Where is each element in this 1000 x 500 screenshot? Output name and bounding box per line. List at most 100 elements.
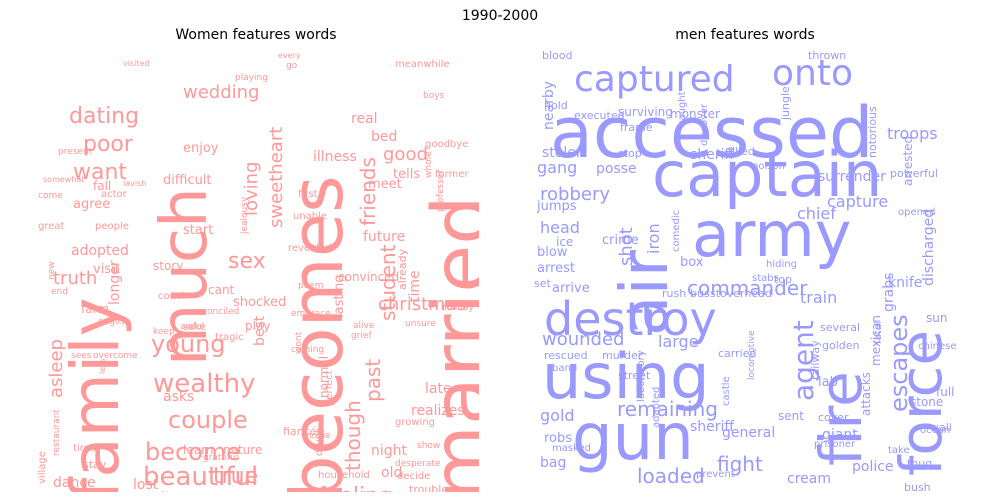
women-word-cloud: married becomes family much beautiful wealthy… <box>33 46 479 492</box>
word-comedic: comedic <box>671 209 682 252</box>
word-iron: iron <box>644 223 663 254</box>
word-lavish: lavish <box>123 179 147 188</box>
word-frame: frame <box>620 121 653 134</box>
word-band: band <box>552 363 578 374</box>
word-christmas: christmas <box>378 294 467 315</box>
word-surviving: surviving <box>618 105 673 119</box>
word-discharged: discharged <box>921 208 937 286</box>
word-railway: railway <box>809 340 822 380</box>
word-desperate: desperate <box>395 459 441 469</box>
word-knife: knife <box>888 275 923 291</box>
word-sex: sex <box>228 249 266 274</box>
word-cover: cover <box>818 411 849 424</box>
word-sweetheart: sweetheart <box>266 126 287 228</box>
word-past: past <box>361 358 385 402</box>
word-playing: playing <box>235 73 268 83</box>
word-true: true <box>213 464 259 489</box>
word-embrace: embrace <box>291 309 331 319</box>
word-agree: agree <box>73 197 111 212</box>
word-several: several <box>820 321 861 334</box>
word-sake: sake <box>183 322 206 333</box>
word-blow: blow <box>537 245 568 260</box>
word-masked: masked <box>552 443 592 454</box>
word-loaded: loaded <box>637 464 705 488</box>
word-unsure: unsure <box>405 319 436 329</box>
word-fiancée: fiancée <box>283 425 324 438</box>
women-panel-title: Women features words <box>175 27 337 43</box>
word-young: young <box>151 330 226 358</box>
word-close: close <box>153 491 189 492</box>
word-meet: meet <box>368 177 402 192</box>
word-gun: gun <box>572 401 694 475</box>
word-play: play <box>245 319 271 333</box>
word-poison: poison <box>752 161 785 172</box>
word-dating: dating <box>69 104 140 129</box>
word-stoverhead: stoverhead <box>710 287 772 300</box>
word-train: train <box>800 288 838 307</box>
word-crime: crime <box>602 233 639 248</box>
word-holiday: holiday <box>441 303 474 313</box>
word-hiding: hiding <box>766 259 797 270</box>
word-attacks: attacks <box>859 372 873 416</box>
word-great: great <box>38 221 65 232</box>
word-sheriff: sheriff <box>690 419 735 435</box>
word-poor: poor <box>83 132 133 157</box>
word-lost: lost <box>133 477 159 492</box>
word-escapes: escapes <box>885 314 913 412</box>
word-army: army <box>692 198 852 271</box>
word-bag: bag <box>540 455 567 471</box>
word-hold: hold <box>544 99 568 112</box>
word-remaining: remaining <box>617 397 718 421</box>
word-visit: visit <box>93 262 120 277</box>
word-tells: tells <box>393 167 421 182</box>
word-sent: sent <box>778 409 804 423</box>
word-movie: movie <box>303 431 331 441</box>
word-wedding: wedding <box>183 82 260 103</box>
word-grabs: grabs <box>881 272 897 312</box>
word-good: good <box>383 144 428 165</box>
word-somewhat: somewhat <box>43 175 85 184</box>
word-blood: blood <box>542 49 573 62</box>
word-castle: castle <box>721 376 732 406</box>
word-wealthy: wealthy <box>153 369 256 399</box>
word-prevent: prevent <box>696 469 735 480</box>
word-fall: fall <box>93 179 112 193</box>
word-caught: caught <box>677 91 688 126</box>
word-rush: rush <box>662 287 687 300</box>
word-couple: couple <box>168 406 248 434</box>
word-household: household <box>318 470 370 481</box>
word-thrown: thrown <box>808 49 847 62</box>
word-night: night <box>371 443 408 459</box>
word-monster: monster <box>670 107 720 121</box>
word-time: time <box>407 270 423 302</box>
word-using: using <box>542 340 710 413</box>
word-robs: robs <box>544 431 573 446</box>
word-show: show <box>417 441 441 451</box>
word-captain: captain <box>652 138 883 211</box>
word-posse: posse <box>596 161 637 177</box>
word-whole: whole <box>424 151 434 178</box>
word-village: village <box>37 451 48 484</box>
word-head: head <box>540 218 580 237</box>
word-giant: giant <box>822 427 858 443</box>
word-feeling: feeling <box>318 486 393 493</box>
word-asks: asks <box>163 389 195 405</box>
word-thug: thug <box>907 457 933 470</box>
word-old: old <box>381 465 403 481</box>
word-wall: wall <box>930 421 952 434</box>
word-chinese: chinese <box>918 341 957 352</box>
word-full: full <box>936 385 955 399</box>
word-fight: fight <box>717 452 763 476</box>
word-cant: cant <box>208 283 235 297</box>
word-street: street <box>618 369 651 382</box>
word-stolen: stolen <box>542 145 585 161</box>
word-former: former <box>435 169 469 180</box>
word-realizes: realizes <box>411 403 465 419</box>
word-already: already <box>396 248 409 290</box>
word-unable: unable <box>293 211 328 222</box>
word-stabs: stabs <box>752 273 779 284</box>
word-discover: discover <box>699 103 710 146</box>
word-boys: boys <box>423 91 445 101</box>
word-visited: visited <box>123 59 150 68</box>
word-perfect: perfect <box>324 370 335 406</box>
